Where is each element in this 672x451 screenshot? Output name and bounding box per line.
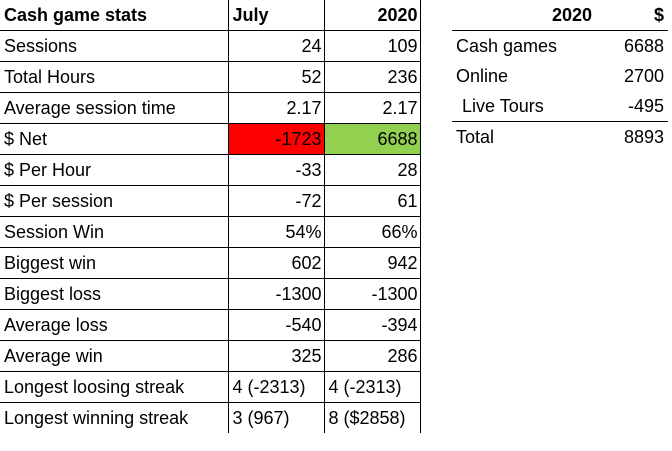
- row-label-cell[interactable]: $ Per session: [0, 185, 228, 217]
- row-label-cell[interactable]: Session Win: [0, 216, 228, 248]
- header-july-cell[interactable]: July: [227, 0, 324, 31]
- row-label-cell[interactable]: Biggest win: [0, 247, 228, 279]
- year-value-cell[interactable]: 4 (-2313): [323, 371, 421, 403]
- table-row: Longest winning streak 3 (967) 8 ($2858): [0, 402, 421, 433]
- row-label-cell[interactable]: Average loss: [0, 309, 228, 341]
- july-value-cell[interactable]: 602: [227, 247, 324, 279]
- table-row: $ Per session -72 61: [0, 185, 421, 217]
- summary-total-row: Total 8893: [452, 121, 668, 152]
- july-value-cell[interactable]: 325: [227, 340, 324, 372]
- table-row: Biggest loss -1300 -1300: [0, 278, 421, 310]
- summary-header-year-cell[interactable]: 2020: [452, 0, 602, 31]
- table-row: Biggest win 602 942: [0, 247, 421, 279]
- year-value-cell[interactable]: -1300: [323, 278, 421, 310]
- year-value-cell[interactable]: -394: [323, 309, 421, 341]
- year-net-positive-cell[interactable]: 6688: [323, 123, 421, 155]
- row-label-cell[interactable]: Longest winning streak: [4, 408, 189, 428]
- table-row: Longest loosing streak 4 (-2313) 4 (-231…: [0, 371, 421, 403]
- table-row: Average loss -540 -394: [0, 309, 421, 341]
- july-value-cell[interactable]: -72: [227, 185, 324, 217]
- year-value-cell[interactable]: 2.17: [323, 92, 421, 124]
- july-value-cell[interactable]: -1300: [227, 278, 324, 310]
- summary-value-cell[interactable]: 2700: [623, 66, 664, 86]
- summary-total-label-cell[interactable]: Total: [452, 121, 602, 152]
- july-value-cell[interactable]: 3 (967): [227, 402, 324, 433]
- table-row: Average session time 2.17 2.17: [0, 92, 421, 124]
- row-label-cell[interactable]: Sessions: [0, 30, 228, 62]
- summary-row: Cash games 6688: [452, 31, 668, 62]
- summary-label-cell[interactable]: Cash games: [456, 36, 558, 56]
- year-value-cell[interactable]: 8 ($2858): [323, 402, 421, 433]
- summary-header-row: 2020 $: [452, 0, 668, 31]
- summary-total-value-cell[interactable]: 8893: [602, 121, 668, 152]
- table-row: Average win 325 286: [0, 340, 421, 372]
- july-value-cell[interactable]: -540: [227, 309, 324, 341]
- summary-row: Online 2700: [452, 61, 668, 91]
- year-value-cell[interactable]: 61: [323, 185, 421, 217]
- row-label-cell[interactable]: Average session time: [0, 92, 228, 124]
- year-value-cell[interactable]: 236: [323, 61, 421, 93]
- summary-value-cell[interactable]: 6688: [623, 36, 664, 56]
- july-value-cell[interactable]: 4 (-2313): [227, 371, 324, 403]
- july-value-cell[interactable]: 24: [227, 30, 324, 62]
- table-row: Sessions 24 109: [0, 30, 421, 62]
- row-label-cell[interactable]: Total Hours: [0, 61, 228, 93]
- year-value-cell[interactable]: 942: [323, 247, 421, 279]
- table-row: $ Per Hour -33 28: [0, 154, 421, 186]
- summary-value-cell[interactable]: -495: [627, 96, 664, 116]
- row-label-cell[interactable]: $ Net: [0, 123, 228, 155]
- year-value-cell[interactable]: 28: [323, 154, 421, 186]
- july-value-cell[interactable]: 2.17: [227, 92, 324, 124]
- july-value-cell[interactable]: -33: [227, 154, 324, 186]
- table-header-row: Cash game stats July 2020: [0, 0, 421, 31]
- cash-game-stats-table: Cash game stats July 2020 Sessions 24 10…: [0, 0, 421, 433]
- table-row: $ Net -1723 6688: [0, 123, 421, 155]
- summary-label-cell[interactable]: Online: [456, 66, 509, 86]
- july-net-negative-cell[interactable]: -1723: [227, 123, 324, 155]
- header-2020-cell[interactable]: 2020: [323, 0, 421, 31]
- yearly-summary-table: 2020 $ Cash games 6688 Online 2700 Live …: [452, 0, 668, 152]
- row-label-cell[interactable]: $ Per Hour: [0, 154, 228, 186]
- summary-header-currency-cell[interactable]: $: [602, 0, 668, 31]
- july-value-cell[interactable]: 52: [227, 61, 324, 93]
- header-label-cell[interactable]: Cash game stats: [0, 0, 228, 31]
- row-label-cell[interactable]: Biggest loss: [0, 278, 228, 310]
- table-row: Session Win 54% 66%: [0, 216, 421, 248]
- year-value-cell[interactable]: 66%: [323, 216, 421, 248]
- year-value-cell[interactable]: 286: [323, 340, 421, 372]
- table-row: Total Hours 52 236: [0, 61, 421, 93]
- july-value-cell[interactable]: 54%: [227, 216, 324, 248]
- year-value-cell[interactable]: 109: [323, 30, 421, 62]
- summary-row: Live Tours -495: [452, 91, 668, 122]
- summary-label-cell[interactable]: Live Tours: [462, 96, 544, 116]
- row-label-cell[interactable]: Average win: [0, 340, 228, 372]
- row-label-cell[interactable]: Longest loosing streak: [0, 371, 228, 403]
